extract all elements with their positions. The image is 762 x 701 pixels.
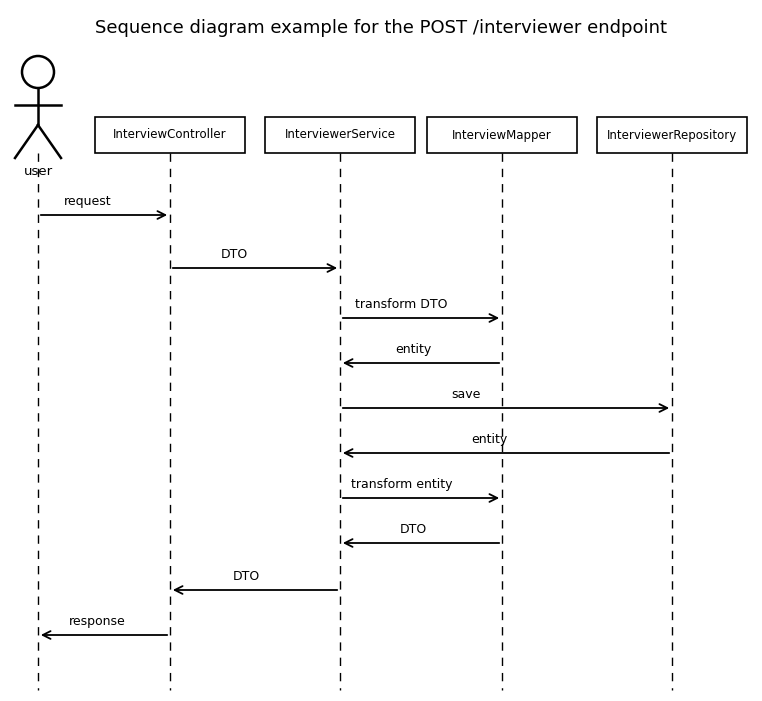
Text: transform DTO: transform DTO [355,298,448,311]
Bar [265,117,415,153]
Text: entity: entity [395,343,431,356]
Bar [597,117,747,153]
Text: InterviewerRepository: InterviewerRepository [607,128,737,142]
Text: InterviewerService: InterviewerService [284,128,395,142]
Text: save: save [451,388,481,401]
Text: DTO: DTO [233,570,260,583]
Text: InterviewController: InterviewController [114,128,227,142]
Text: entity: entity [471,433,507,446]
Text: InterviewMapper: InterviewMapper [452,128,552,142]
Text: response: response [69,615,126,628]
Bar [427,117,577,153]
Text: Sequence diagram example for the POST /interviewer endpoint: Sequence diagram example for the POST /i… [95,19,667,37]
Text: transform entity: transform entity [351,478,453,491]
Text: DTO: DTO [399,523,427,536]
Text: DTO: DTO [221,248,248,261]
Bar [95,117,245,153]
Text: request: request [64,195,112,208]
Text: user: user [24,165,53,178]
